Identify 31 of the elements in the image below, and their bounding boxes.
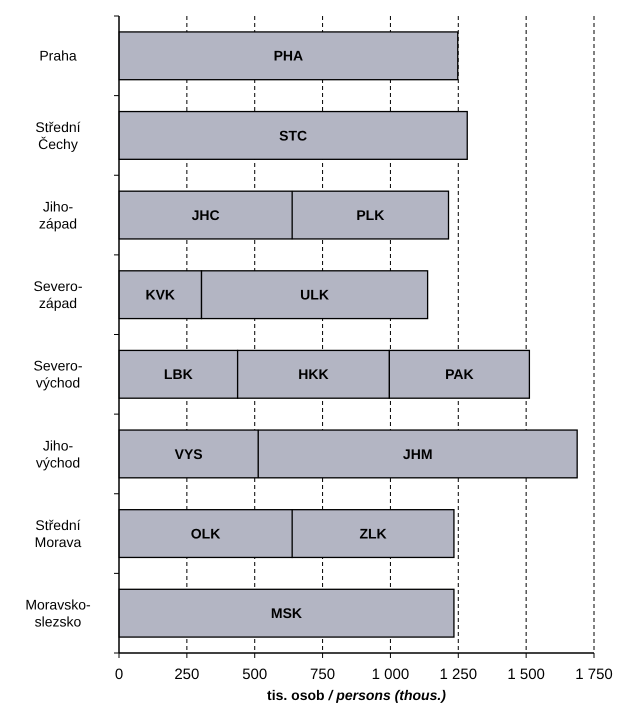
y-tick-label: Střední Čechy bbox=[35, 118, 81, 152]
data-label: PLK bbox=[356, 206, 384, 223]
data-label: STC bbox=[279, 127, 308, 144]
data-label: JHC bbox=[192, 206, 220, 223]
x-tick-label: 250 bbox=[174, 666, 200, 683]
y-tick-label: Jiho-východ bbox=[36, 437, 80, 470]
x-tick-label: 1 500 bbox=[507, 666, 545, 683]
y-tick-label: Severo-západ bbox=[33, 278, 83, 312]
data-label: ZLK bbox=[359, 525, 387, 542]
y-tick-label: Střední Morava bbox=[34, 516, 82, 550]
y-tick-label: Severo-východ bbox=[33, 358, 83, 391]
y-tick-label: Moravsko-slezsko bbox=[25, 596, 92, 630]
data-label: VYS bbox=[174, 446, 203, 462]
x-tick-label: 750 bbox=[310, 666, 336, 683]
data-label: HKK bbox=[298, 366, 329, 382]
x-tick-label: 1 250 bbox=[440, 666, 478, 683]
data-label: MSK bbox=[270, 605, 302, 622]
data-label: OLK bbox=[190, 525, 220, 542]
y-tick-label: Jiho-západ bbox=[38, 198, 78, 232]
x-tick-label: 1 000 bbox=[372, 666, 410, 683]
data-label: PAK bbox=[445, 366, 474, 382]
data-label: KVK bbox=[145, 286, 176, 303]
y-tick-label: Praha bbox=[39, 48, 77, 64]
data-label: LBK bbox=[164, 366, 193, 382]
data-label: JHM bbox=[402, 446, 432, 462]
x-tick-label: 500 bbox=[242, 666, 268, 683]
x-axis-title: tis. osob / persons (thous.) bbox=[267, 687, 446, 703]
data-label: PHA bbox=[274, 48, 304, 64]
x-tick-label: 1 750 bbox=[575, 666, 613, 683]
data-label: ULK bbox=[300, 286, 329, 303]
x-tick-label: 0 bbox=[114, 666, 124, 683]
